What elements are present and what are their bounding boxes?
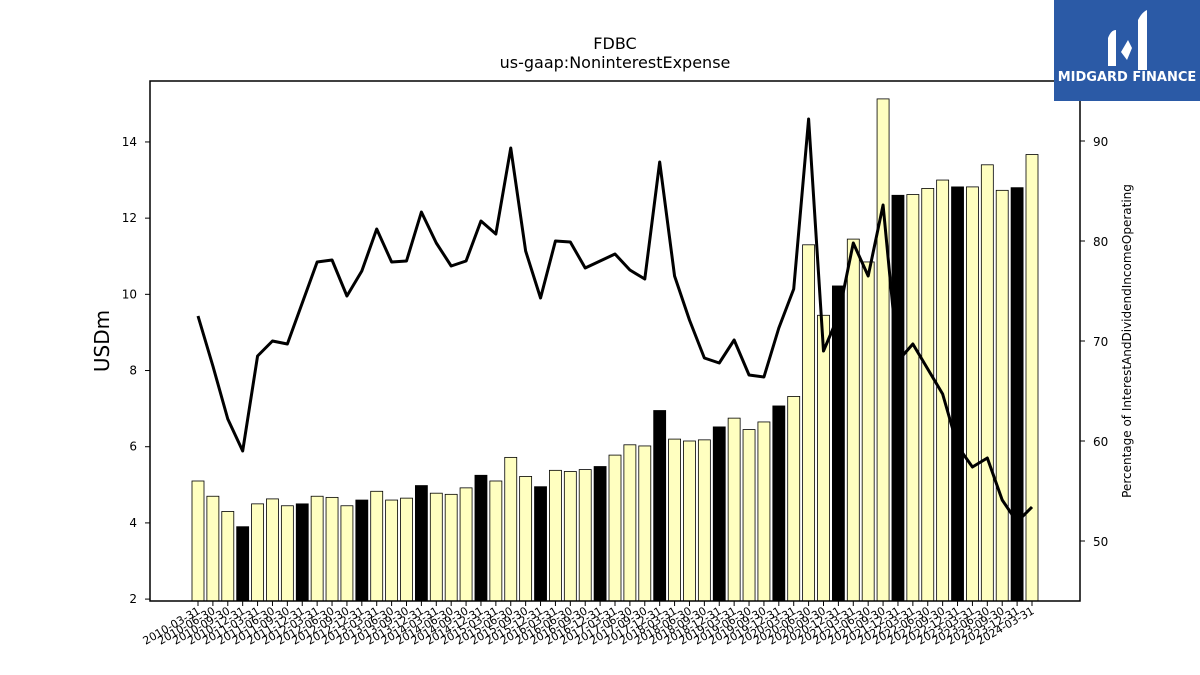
right-axis-ticks: 50 60 70 80 90: [1080, 135, 1108, 549]
bar-2016-12-31: [593, 466, 607, 602]
bar-2021-09-30: [876, 98, 890, 602]
y-tick-label: 12: [122, 211, 137, 225]
bar-2019-12-31: [772, 405, 786, 602]
y-tick-label: 4: [129, 516, 137, 530]
bar-2015-03-31: [489, 480, 503, 602]
bar-2017-12-31: [653, 410, 667, 602]
y2-tick-label: 70: [1093, 335, 1108, 349]
midgard-logo-icon: [1108, 10, 1147, 70]
bar-2013-06-30: [385, 499, 399, 602]
bar-2017-06-30: [623, 444, 637, 602]
chart-title: FDBC: [593, 34, 636, 53]
bar-2015-06-30: [504, 456, 518, 602]
y2-tick-label: 50: [1093, 535, 1108, 549]
brand-logo-text: MIDGARD FINANCE: [1058, 70, 1197, 85]
bar-2021-12-31: [891, 194, 905, 602]
bar-2023-12-31: [1010, 187, 1024, 602]
bar-2018-03-31: [668, 438, 681, 602]
bar-2012-06-30: [325, 496, 339, 602]
bar-2018-06-30: [683, 440, 696, 602]
bar-2011-12-31: [295, 503, 309, 602]
bar-2018-09-30: [697, 439, 711, 602]
bar-2018-12-31: [712, 426, 726, 602]
bar-2010-09-30: [221, 511, 235, 602]
bar-2021-03-31: [846, 238, 860, 602]
bar-2016-06-30: [563, 471, 577, 602]
chart-subtitle: us-gaap:NoninterestExpense: [500, 53, 731, 72]
x-axis-ticks: 2010-03-312010-06-302010-09-302010-12-31…: [141, 601, 1037, 648]
bar-2019-09-30: [757, 421, 771, 602]
y-axis-label: USDm: [90, 310, 114, 372]
bar-2014-09-30: [459, 487, 473, 602]
bar-2020-03-31: [787, 396, 801, 602]
bar-2015-12-31: [534, 486, 547, 602]
bar-2022-09-30: [936, 179, 950, 602]
y-tick-label: 14: [122, 135, 137, 149]
bar-2013-03-31: [370, 490, 384, 602]
bar-2022-03-31: [906, 194, 920, 602]
bar-2022-06-30: [921, 188, 935, 602]
bar-series: [191, 98, 1039, 602]
brand-logo: MIDGARD FINANCE: [1054, 0, 1200, 101]
bar-2011-06-30: [266, 498, 279, 602]
bar-2014-12-31: [474, 474, 488, 602]
bar-2019-03-31: [727, 417, 741, 602]
bar-2020-06-30: [802, 244, 816, 602]
percentage-line: [196, 117, 1034, 524]
bar-2023-09-30: [995, 189, 1009, 602]
bar-2024-03-31: [1025, 154, 1039, 602]
bar-2023-03-31: [966, 186, 979, 602]
bar-2022-12-31: [951, 186, 964, 602]
bar-2017-09-30: [638, 445, 652, 602]
bar-2017-03-31: [608, 454, 622, 602]
y2-axis-label: Percentage of InterestAndDividendIncomeO…: [1120, 184, 1134, 498]
left-axis-ticks: 2 4 6 8 10 12 14: [122, 135, 150, 606]
y-tick-label: 2: [129, 592, 137, 606]
bar-2015-09-30: [519, 476, 533, 602]
y2-tick-label: 90: [1093, 135, 1108, 149]
bar-2019-06-30: [742, 429, 756, 602]
bar-2010-12-31: [236, 526, 250, 602]
bar-2012-09-30: [340, 505, 354, 602]
bar-2010-06-30: [206, 495, 220, 602]
y-tick-label: 8: [129, 364, 137, 378]
bar-2013-12-31: [414, 485, 428, 602]
bar-2012-12-31: [355, 499, 369, 602]
bar-2014-06-30: [444, 493, 458, 602]
bar-2016-03-31: [549, 469, 562, 602]
y2-tick-label: 60: [1093, 435, 1108, 449]
bar-2020-09-30: [817, 314, 830, 602]
bar-2023-06-30: [980, 164, 994, 602]
y2-tick-label: 80: [1093, 235, 1108, 249]
bar-2011-03-31: [251, 503, 264, 602]
bar-2016-09-30: [578, 469, 592, 602]
y-tick-label: 10: [122, 287, 137, 301]
bar-2020-12-31: [831, 285, 845, 602]
y-tick-label: 6: [129, 440, 137, 454]
bar-2012-03-31: [310, 495, 324, 602]
bar-2021-06-30: [861, 261, 875, 602]
bar-2010-03-31: [191, 480, 205, 602]
bar-2014-03-31: [429, 492, 443, 602]
bar-2011-09-30: [280, 505, 294, 602]
bar-2013-09-30: [400, 497, 413, 602]
